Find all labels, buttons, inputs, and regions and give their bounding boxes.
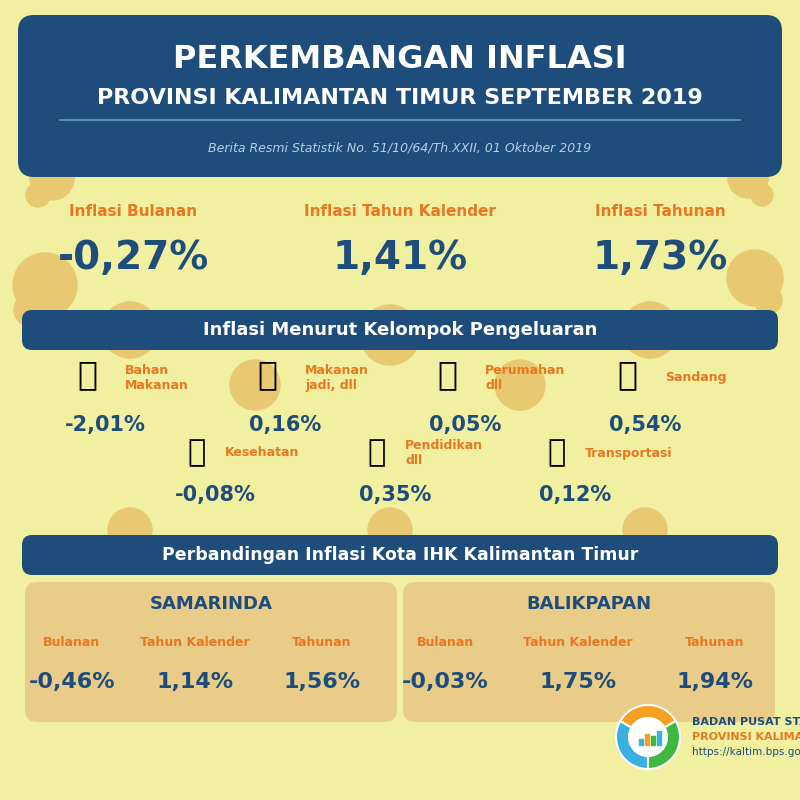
- Text: Inflasi Tahun Kalender: Inflasi Tahun Kalender: [304, 205, 496, 219]
- Text: -0,46%: -0,46%: [29, 672, 115, 692]
- FancyBboxPatch shape: [22, 535, 778, 575]
- Text: 🚑: 🚑: [188, 438, 206, 467]
- Circle shape: [622, 302, 678, 358]
- Text: SAMARINDA: SAMARINDA: [150, 595, 273, 613]
- Text: Bulanan: Bulanan: [43, 635, 101, 649]
- Text: 🍔: 🍔: [257, 358, 277, 391]
- Text: Tahunan: Tahunan: [686, 635, 745, 649]
- Text: 1,14%: 1,14%: [157, 672, 234, 692]
- Circle shape: [623, 508, 667, 552]
- Text: https://kaltim.bps.go.id: https://kaltim.bps.go.id: [692, 747, 800, 757]
- Bar: [645, 734, 649, 745]
- Circle shape: [360, 305, 420, 365]
- Text: PROVINSI KALIMANTAN TIMUR: PROVINSI KALIMANTAN TIMUR: [692, 732, 800, 742]
- Bar: [651, 736, 655, 745]
- Text: 🚌: 🚌: [548, 438, 566, 467]
- Text: 1,73%: 1,73%: [592, 239, 728, 277]
- Bar: [657, 731, 661, 745]
- Circle shape: [230, 360, 280, 410]
- FancyBboxPatch shape: [22, 310, 778, 350]
- Text: -0,27%: -0,27%: [58, 239, 209, 277]
- Text: BALIKPAPAN: BALIKPAPAN: [526, 595, 651, 613]
- Circle shape: [754, 286, 782, 314]
- Text: PERKEMBANGAN INFLASI: PERKEMBANGAN INFLASI: [173, 45, 627, 75]
- Text: 🍅: 🍅: [77, 358, 97, 391]
- Text: Bulanan: Bulanan: [416, 635, 474, 649]
- Text: Transportasi: Transportasi: [585, 446, 673, 459]
- Bar: [639, 738, 643, 745]
- Text: 1,94%: 1,94%: [677, 672, 754, 692]
- Text: Inflasi Menurut Kelompok Pengeluaran: Inflasi Menurut Kelompok Pengeluaran: [203, 321, 597, 339]
- Circle shape: [728, 158, 768, 198]
- Text: 🏠: 🏠: [437, 358, 457, 391]
- Wedge shape: [616, 721, 648, 769]
- Text: -0,03%: -0,03%: [402, 672, 488, 692]
- Circle shape: [13, 253, 77, 317]
- Text: 0,12%: 0,12%: [539, 485, 611, 505]
- Text: 0,35%: 0,35%: [359, 485, 431, 505]
- Text: 1,41%: 1,41%: [333, 239, 467, 277]
- Text: PROVINSI KALIMANTAN TIMUR SEPTEMBER 2019: PROVINSI KALIMANTAN TIMUR SEPTEMBER 2019: [97, 88, 703, 108]
- Circle shape: [629, 718, 667, 756]
- Text: 0,54%: 0,54%: [609, 415, 681, 435]
- Text: 0,05%: 0,05%: [429, 415, 501, 435]
- Text: Inflasi Tahunan: Inflasi Tahunan: [594, 205, 726, 219]
- Text: Sandang: Sandang: [665, 371, 726, 385]
- Text: Berita Resmi Statistik No. 51/10/64/Th.XXII, 01 Oktober 2019: Berita Resmi Statistik No. 51/10/64/Th.X…: [208, 142, 592, 154]
- Text: Bahan
Makanan: Bahan Makanan: [125, 364, 189, 392]
- Text: Tahun Kalender: Tahun Kalender: [523, 635, 633, 649]
- Text: Tahunan: Tahunan: [292, 635, 352, 649]
- Text: BADAN PUSAT STATISTIK: BADAN PUSAT STATISTIK: [692, 717, 800, 727]
- Circle shape: [26, 183, 50, 207]
- Circle shape: [108, 508, 152, 552]
- FancyBboxPatch shape: [18, 15, 782, 177]
- Text: 👗: 👗: [617, 358, 637, 391]
- Circle shape: [751, 184, 773, 206]
- Circle shape: [727, 250, 783, 306]
- Text: Makanan
jadi, dll: Makanan jadi, dll: [305, 364, 369, 392]
- Circle shape: [30, 156, 74, 200]
- Text: Perumahan
dll: Perumahan dll: [485, 364, 566, 392]
- Text: 0,16%: 0,16%: [249, 415, 321, 435]
- Circle shape: [368, 508, 412, 552]
- Text: 1,75%: 1,75%: [539, 672, 617, 692]
- Text: Tahun Kalender: Tahun Kalender: [140, 635, 250, 649]
- Circle shape: [102, 302, 158, 358]
- Text: 📖: 📖: [368, 438, 386, 467]
- Circle shape: [495, 360, 545, 410]
- Text: Kesehatan: Kesehatan: [225, 446, 299, 459]
- Wedge shape: [648, 721, 680, 769]
- Text: Perbandingan Inflasi Kota IHK Kalimantan Timur: Perbandingan Inflasi Kota IHK Kalimantan…: [162, 546, 638, 564]
- FancyBboxPatch shape: [25, 582, 397, 722]
- Text: -2,01%: -2,01%: [65, 415, 146, 435]
- Circle shape: [14, 294, 46, 326]
- Text: Inflasi Bulanan: Inflasi Bulanan: [69, 205, 197, 219]
- Text: 1,56%: 1,56%: [283, 672, 361, 692]
- FancyBboxPatch shape: [403, 582, 775, 722]
- Text: -0,08%: -0,08%: [174, 485, 255, 505]
- Wedge shape: [620, 705, 676, 727]
- Text: Pendidikan
dll: Pendidikan dll: [405, 439, 483, 467]
